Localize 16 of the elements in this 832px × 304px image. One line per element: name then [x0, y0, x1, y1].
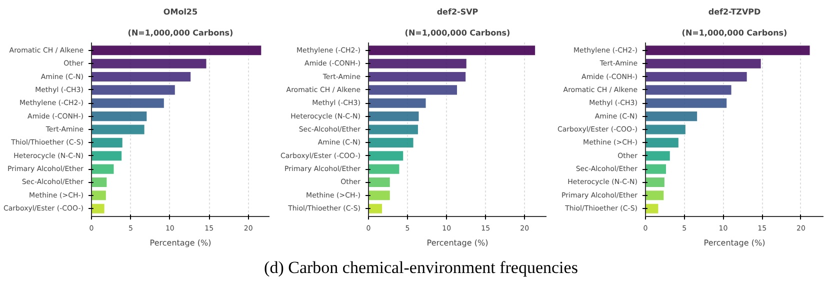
chart-title: OMol25 [163, 8, 198, 16]
chart-subtitle: (N=1,000,000 Carbons) [128, 28, 234, 38]
text: (d) Carbon chemical-environment frequencies [264, 257, 578, 279]
x-axis-title: Percentage (%) [426, 238, 488, 248]
x-axis-title: Percentage (%) [150, 238, 212, 248]
bar [92, 202, 106, 214]
bar [646, 202, 660, 214]
bar [92, 44, 262, 56]
chart-title: def2-TZVPD [708, 8, 762, 16]
bar [646, 44, 811, 56]
bar [368, 202, 384, 214]
chart-subtitle: (N=1,000,000 Carbons) [682, 28, 788, 38]
bar [368, 44, 536, 56]
x-axis-title: Percentage (%) [704, 238, 766, 248]
chart-title: def2-SVP [436, 8, 478, 16]
chart-subtitle: (N=1,000,000 Carbons) [404, 28, 510, 38]
